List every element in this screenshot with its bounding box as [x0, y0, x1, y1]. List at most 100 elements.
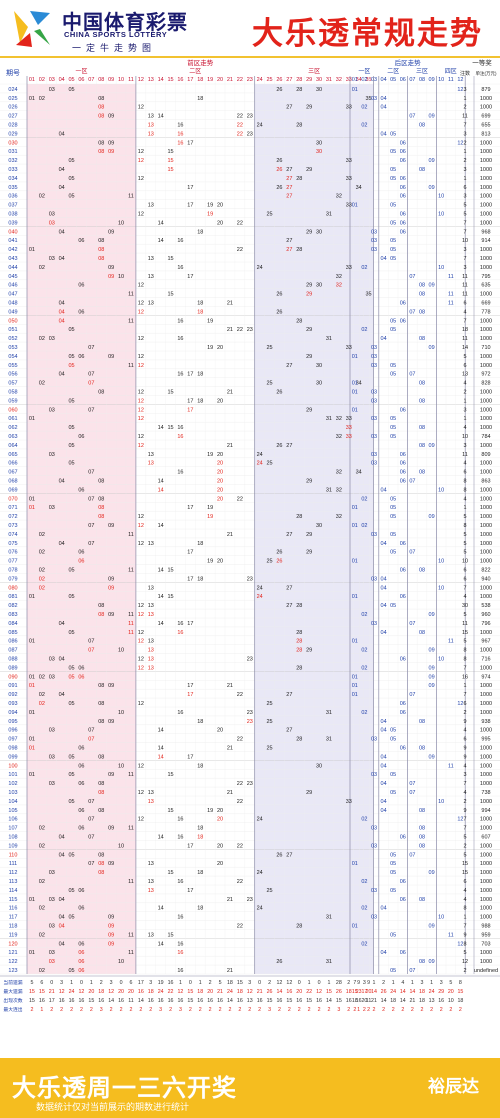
stats-front-value: 16: [177, 998, 183, 1004]
stats-front-value: 2: [209, 980, 212, 986]
front-ball: 26: [276, 185, 282, 191]
back-ball: 02: [361, 265, 367, 271]
back-ball: 04: [381, 906, 387, 912]
front-ball: 22: [237, 692, 243, 698]
prize-count-cell: 5: [463, 514, 466, 520]
stats-back-value: 21: [409, 998, 415, 1004]
stats-front-value: 15: [267, 998, 273, 1004]
front-ball: 28: [296, 665, 302, 671]
period-cell: 102: [8, 781, 17, 787]
front-ball: 12: [138, 176, 144, 182]
prize-amount-cell: 716: [481, 657, 490, 663]
front-ball: 21: [227, 532, 233, 538]
front-ball: 04: [59, 852, 65, 858]
back-ball: 08: [419, 826, 425, 832]
front-ball: 23: [247, 131, 253, 137]
front-ball: 12: [138, 657, 144, 663]
stats-front-value: 18: [346, 989, 352, 995]
front-number-header: 13: [148, 77, 154, 83]
prize-count-cell: 11: [462, 336, 468, 342]
front-ball: 07: [88, 372, 94, 378]
front-ball: 30: [316, 763, 322, 769]
stats-front-value: 2: [268, 980, 271, 986]
back-ball: 05: [390, 728, 396, 734]
front-ball: 16: [177, 835, 183, 841]
front-ball: 29: [306, 229, 312, 235]
period-cell: 059: [8, 398, 17, 404]
prize-count-cell: 9: [463, 808, 466, 814]
prize-amount-cell: 1000: [480, 915, 492, 921]
front-ball: 05: [68, 799, 74, 805]
prize-amount-cell: 1000: [480, 523, 492, 529]
front-ball: 11: [128, 621, 134, 627]
back-ball: 04: [381, 950, 387, 956]
prize-amount-cell: 1000: [480, 541, 492, 547]
front-ball: 06: [78, 906, 84, 912]
front-ball: 30: [316, 523, 322, 529]
stats-front-value: 2: [70, 1007, 73, 1013]
stats-front-value: 6: [129, 980, 132, 986]
front-ball: 27: [286, 176, 292, 182]
prize-count-cell: 2: [463, 710, 466, 716]
back-ball: 07: [409, 309, 415, 315]
back-number-header: 09: [429, 77, 435, 83]
front-number-header: 10: [118, 77, 124, 83]
front-ball: 02: [39, 336, 45, 342]
prize-amount-cell: 778: [481, 309, 490, 315]
back-zone-label: 二区: [387, 68, 399, 75]
prize-count-cell: 7: [463, 781, 466, 787]
prize-amount-cell: 1000: [480, 585, 492, 591]
front-ball: 24: [257, 906, 263, 912]
front-ball: 26: [276, 959, 282, 965]
front-ball: 07: [88, 639, 94, 645]
prize-count-cell: 5: [463, 852, 466, 858]
front-number-header: 19: [207, 77, 213, 83]
front-ball: 27: [286, 585, 292, 591]
front-ball: 22: [237, 737, 243, 743]
front-ball: 27: [286, 194, 292, 200]
prize-amount-cell: 863: [481, 479, 490, 485]
stats-front-value: 26: [267, 989, 273, 995]
stats-front-value: 16: [316, 998, 322, 1004]
stats-front-value: 16: [78, 998, 84, 1004]
period-cell: 118: [9, 924, 18, 930]
front-ball: 18: [197, 541, 203, 547]
back-ball: 03: [371, 434, 377, 440]
front-ball: 15: [167, 256, 173, 262]
period-cell: 116: [9, 906, 18, 912]
stats-front-value: 18: [237, 989, 243, 995]
back-ball: 06: [400, 746, 406, 752]
back-ball: 02: [361, 941, 367, 947]
front-ball: 08: [98, 238, 104, 244]
back-ball: 11: [448, 301, 454, 307]
prize-amount-cell: 607: [481, 835, 490, 841]
stats-front-value: 2: [110, 1007, 113, 1013]
prize-count-cell: 7: [463, 924, 466, 930]
front-ball: 04: [59, 897, 65, 903]
stats-back-value: 2: [449, 1007, 452, 1013]
period-cell: 050: [8, 318, 17, 324]
amount-header: 单注(万元): [476, 70, 497, 77]
front-ball: 22: [237, 924, 243, 930]
front-ball: 17: [187, 185, 193, 191]
front-ball: 06: [78, 781, 84, 787]
back-ball: 02: [361, 648, 367, 654]
front-number-header: 26: [276, 77, 282, 83]
prize-count-cell: 30: [462, 603, 468, 609]
front-ball: 01: [29, 772, 35, 778]
front-ball: 20: [217, 817, 223, 823]
stats-front-value: 14: [138, 998, 144, 1004]
back-ball: 05: [390, 220, 396, 226]
back-ball: 05: [390, 327, 396, 333]
front-ball: 09: [108, 826, 114, 832]
stats-back-value: 3: [363, 980, 366, 986]
front-ball: 16: [177, 318, 183, 324]
front-ball: 22: [237, 327, 243, 333]
prize-count-cell: 15: [462, 870, 468, 876]
front-ball: 06: [78, 959, 84, 965]
front-ball: 12: [138, 283, 144, 289]
back-ball: 03: [371, 576, 377, 582]
front-ball: 06: [78, 487, 84, 493]
period-cell: 101: [8, 772, 17, 778]
stats-front-value: 2: [100, 980, 103, 986]
